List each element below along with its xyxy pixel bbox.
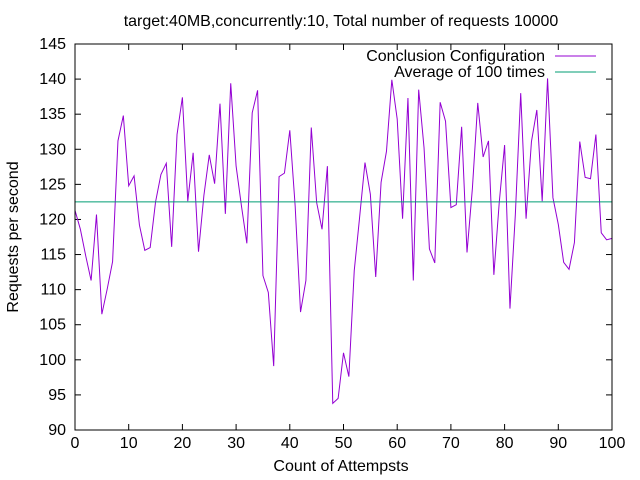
x-axis-label: Count of Attempsts — [273, 458, 408, 475]
y-tick-label: 110 — [40, 282, 66, 299]
y-axis-label: Requests per second — [5, 161, 22, 312]
y-tick-label: 145 — [39, 36, 66, 53]
axis-ticks: 90 95 100 105 110 115 120 125 130 135 140 145 0 10 20 3… — [39, 36, 625, 452]
chart-title: target:40MB,concurrently:10, Total numbe… — [124, 13, 559, 30]
x-tick-label: 80 — [496, 435, 514, 452]
y-tick-label: 125 — [39, 176, 66, 193]
y-tick-label: 90 — [48, 422, 66, 439]
x-tick-label: 50 — [335, 435, 353, 452]
legend-label: Conclusion Configuration — [366, 48, 545, 65]
y-tick-label: 135 — [39, 106, 66, 123]
x-tick-label: 70 — [442, 435, 460, 452]
y-tick-label: 115 — [40, 247, 66, 264]
y-tick-label: 100 — [39, 352, 66, 369]
y-tick-label: 120 — [39, 211, 66, 228]
plot-frame — [74, 43, 613, 431]
series-layer — [74, 78, 613, 405]
y-tick-label: 140 — [39, 71, 66, 88]
y-tick-label: 95 — [48, 387, 66, 404]
x-tick-label: 20 — [174, 435, 192, 452]
series-line-1 — [74, 78, 613, 405]
legend-label: Average of 100 times — [394, 64, 545, 81]
x-tick-label: 40 — [281, 435, 299, 452]
x-tick-label: 10 — [120, 435, 138, 452]
x-tick-label: 30 — [227, 435, 245, 452]
y-tick-label: 105 — [39, 317, 66, 334]
x-tick-label: 0 — [71, 435, 80, 452]
x-tick-label: 100 — [599, 435, 626, 452]
x-tick-label: 90 — [549, 435, 567, 452]
x-tick-label: 60 — [388, 435, 406, 452]
y-tick-label: 130 — [39, 141, 66, 158]
